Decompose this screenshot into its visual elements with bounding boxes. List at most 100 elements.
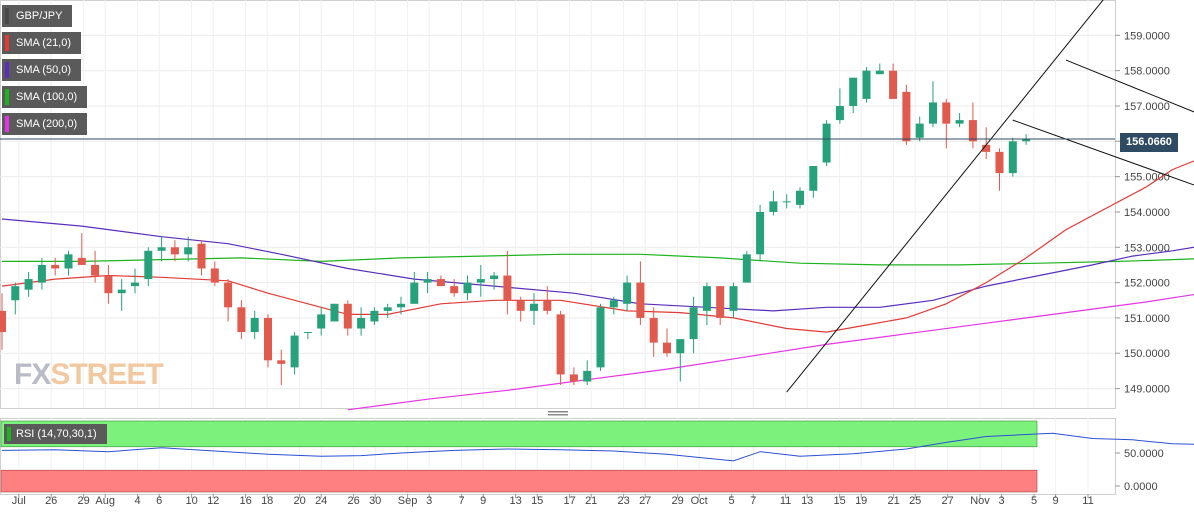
candle-body (490, 275, 499, 280)
candle-body (303, 332, 312, 334)
candle-body (0, 310, 6, 333)
date-tick-label: 26 (347, 495, 359, 507)
date-tick-label: 18 (261, 495, 273, 507)
candle-body (663, 342, 671, 354)
price-tick-label: 155.0000 (1124, 172, 1170, 184)
candle-body (995, 151, 1004, 174)
date-tick-label: 11 (1082, 495, 1093, 507)
candle-body (942, 102, 951, 124)
candle-body (170, 247, 179, 255)
legend-item[interactable]: SMA (200,0) (2, 113, 88, 135)
legend-item[interactable]: SMA (21,0) (2, 32, 82, 54)
last-price-tag: 156.0660 (1120, 133, 1178, 152)
date-tick-label: 13 (509, 495, 521, 507)
candle-body (1022, 138, 1031, 142)
candle-body (982, 144, 991, 152)
date-tick-label: 3 (999, 495, 1005, 507)
legend-swatch (5, 8, 9, 24)
legend-swatch (5, 35, 9, 51)
date-tick-label: 29 (671, 495, 683, 507)
date-tick-label: 17 (563, 495, 575, 507)
date-tick-label: Oct (691, 495, 708, 507)
candle-body (756, 211, 765, 255)
date-tick-label: 5 (1031, 495, 1037, 507)
candle-body (210, 268, 219, 283)
candle-body (264, 317, 272, 361)
candle-body (77, 257, 86, 265)
candle-body (569, 374, 578, 382)
date-tick-label: 6 (156, 495, 162, 507)
date-tick-label: 27 (941, 495, 953, 507)
candle-body (250, 317, 259, 333)
candle-body (277, 360, 286, 364)
candle-body (370, 310, 379, 322)
candle-body (37, 264, 46, 283)
date-tick-label: Jul (12, 495, 26, 507)
price-tick-label: 159.0000 (1124, 30, 1170, 42)
sma200-line (347, 293, 1194, 411)
date-tick-label: 13 (801, 495, 813, 507)
date-tick-label: 7 (459, 495, 465, 507)
date-tick-label: 21 (887, 495, 899, 507)
date-tick-label: 30 (369, 495, 381, 507)
legend-swatch (5, 89, 9, 105)
rsi-line (1, 432, 1194, 462)
date-tick-label: 15 (531, 495, 543, 507)
date-tick-label: 19 (855, 495, 867, 507)
date-tick-label: 15 (833, 495, 845, 507)
candle-body (290, 335, 299, 368)
price-tick-label: 149.0000 (1124, 384, 1170, 396)
candle-body (583, 370, 592, 382)
panel-splitter (548, 414, 568, 416)
rsi-oversold-zone (0, 469, 1038, 493)
candle-body (955, 120, 964, 124)
candle-body (915, 123, 924, 138)
candle-body (689, 307, 698, 340)
date-tick-label: 23 (617, 495, 629, 507)
candle-body (623, 282, 632, 304)
price-tick-label: 154.0000 (1124, 207, 1170, 219)
candle-body (596, 307, 605, 368)
candle-body (24, 279, 33, 290)
candle-body (410, 282, 419, 304)
candle-body (357, 317, 366, 329)
candle-body (184, 247, 193, 255)
watermark-fx: FX (14, 358, 51, 391)
candle-body (835, 105, 844, 121)
candle-body (862, 70, 871, 99)
date-tick-label: 9 (480, 495, 486, 507)
date-tick-label: 26 (45, 495, 57, 507)
candle-body (157, 247, 166, 251)
candle-body (117, 289, 126, 294)
candle-body (822, 123, 831, 163)
rsi-tick-label: 50.0000 (1124, 448, 1164, 460)
legend-label: GBP/JPY (16, 10, 63, 22)
legend-item[interactable]: SMA (50,0) (2, 59, 82, 81)
candle-body (237, 307, 246, 333)
candle-body (503, 275, 512, 301)
candle-body (423, 279, 432, 283)
date-tick-label: 7 (750, 495, 756, 507)
date-tick-label: 4 (135, 495, 141, 507)
candle-body (609, 300, 618, 308)
rsi-legend-label: RSI (14,70,30,1) (16, 428, 97, 440)
date-tick-label: 24 (315, 495, 327, 507)
date-tick-label: 20 (293, 495, 305, 507)
candle-body (742, 254, 751, 283)
candle-body (636, 282, 645, 318)
date-tick-label: 27 (639, 495, 651, 507)
legend-item[interactable]: SMA (100,0) (2, 86, 88, 108)
candle-body (769, 201, 778, 212)
candle-body (729, 286, 738, 311)
fxstreet-watermark: FXSTREET (14, 358, 164, 392)
candle-body (782, 201, 791, 203)
panel-splitter (548, 411, 568, 413)
price-tick-label: 151.0000 (1124, 313, 1170, 325)
legend-item[interactable]: GBP/JPY (2, 5, 73, 27)
date-tick-label: 25 (909, 495, 921, 507)
watermark-street: STREET (50, 358, 163, 391)
candle-body (463, 282, 472, 294)
legend-label: SMA (21,0) (16, 37, 72, 49)
date-tick-label: 3 (426, 495, 432, 507)
